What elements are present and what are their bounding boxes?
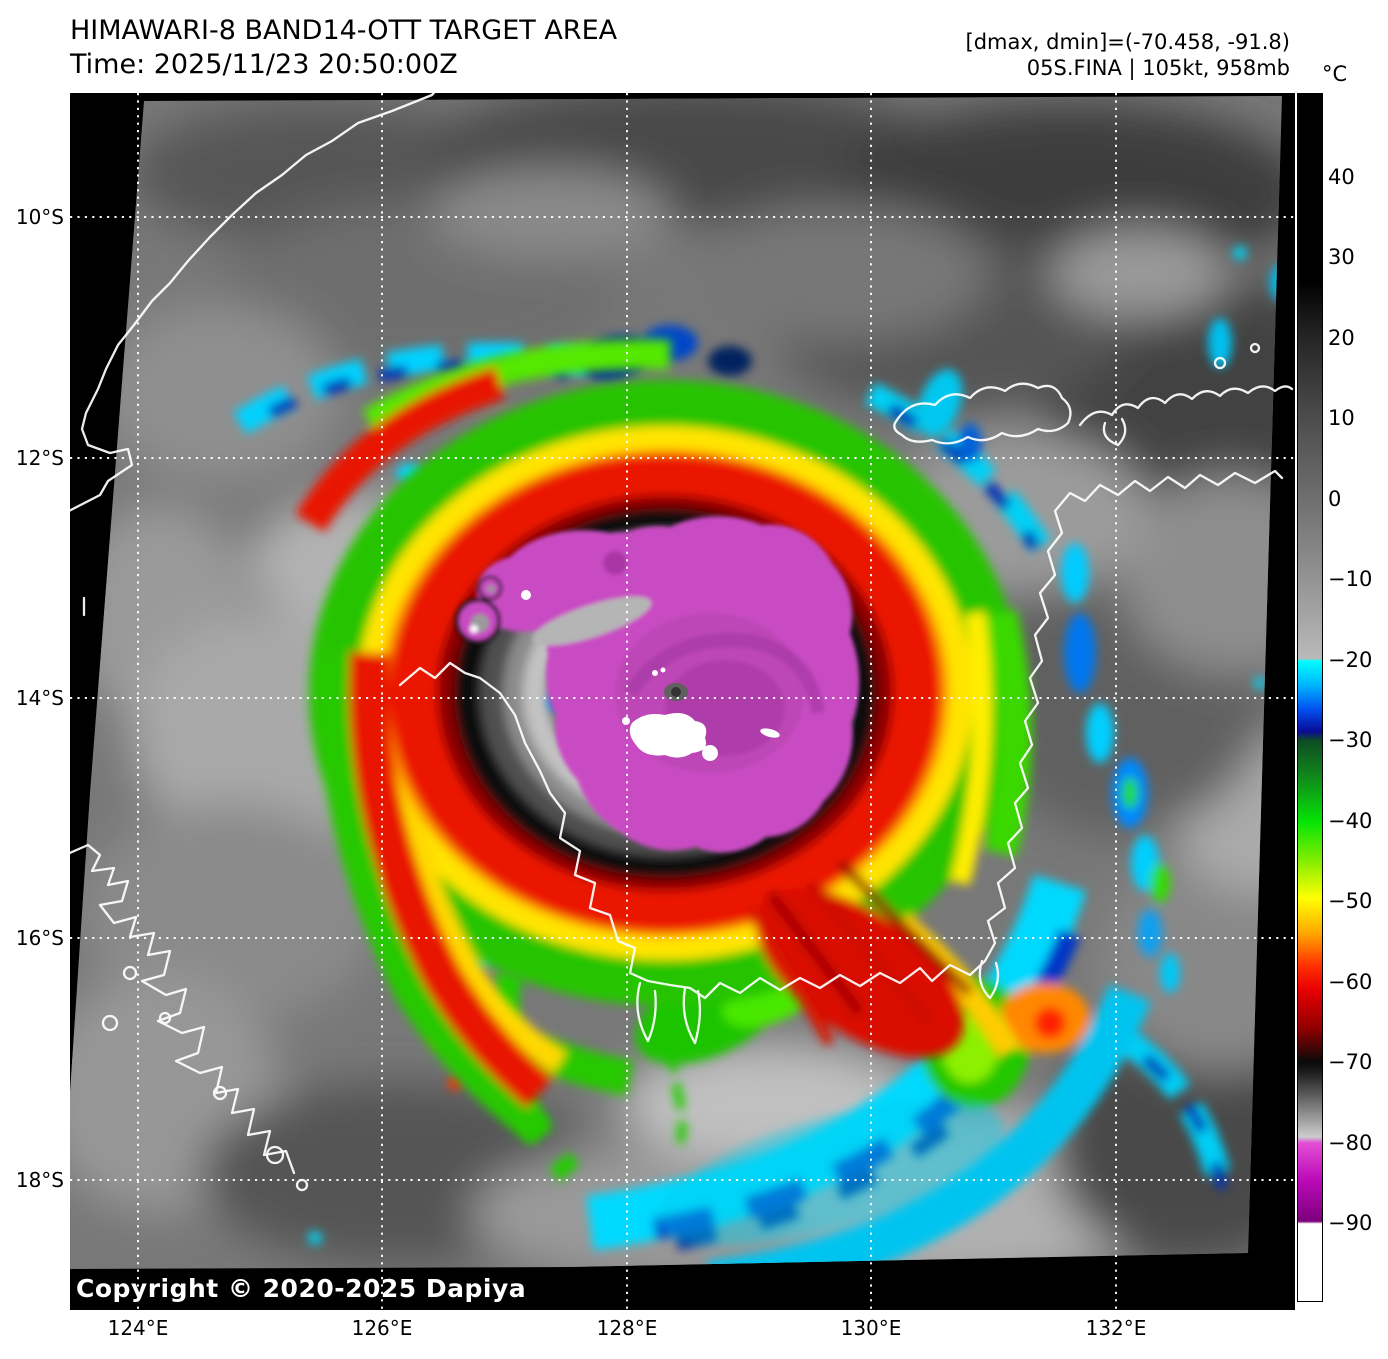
lon-tick-128e: 128°E bbox=[596, 1316, 658, 1340]
cb-tick-10: 10 bbox=[1328, 406, 1355, 430]
lat-tick-16s: 16°S bbox=[15, 926, 64, 950]
dmax-dmin-annotation: [dmax, dmin]=(-70.458, -91.8) bbox=[965, 30, 1290, 54]
lat-tick-18s: 18°S bbox=[15, 1168, 64, 1192]
cb-tick-n30: −30 bbox=[1328, 728, 1373, 752]
cb-tick-n10: −10 bbox=[1328, 567, 1373, 591]
lon-tick-126e: 126°E bbox=[351, 1316, 413, 1340]
cb-tick-n60: −60 bbox=[1328, 970, 1373, 994]
cb-tick-n40: −40 bbox=[1328, 809, 1373, 833]
copyright-notice: Copyright © 2020-2025 Dapiya bbox=[76, 1274, 527, 1303]
valid-time: Time: 2025/11/23 20:50:00Z bbox=[70, 49, 458, 80]
cb-tick-n80: −80 bbox=[1328, 1131, 1373, 1155]
colorbar-gradient bbox=[1297, 93, 1323, 1302]
cb-tick-n90: −90 bbox=[1328, 1211, 1373, 1235]
cdo-nw-lobe bbox=[476, 530, 694, 632]
colorbar-unit-label: °C bbox=[1322, 62, 1348, 86]
satellite-map-plot: Copyright © 2020-2025 Dapiya bbox=[70, 93, 1295, 1310]
cold-dense-overcast bbox=[455, 516, 860, 853]
gridlines bbox=[70, 93, 1295, 1310]
lat-tick-12s: 12°S bbox=[15, 446, 64, 470]
tiwi-islands-coastline bbox=[893, 382, 1072, 445]
cb-tick-40: 40 bbox=[1328, 165, 1355, 189]
timor-coastline bbox=[70, 93, 436, 512]
satellite-swath bbox=[70, 96, 1282, 1269]
bonaparte-gulf-coastline bbox=[398, 469, 1284, 1000]
cb-tick-n20: −20 bbox=[1328, 648, 1373, 672]
coldest-white-tops bbox=[629, 713, 707, 758]
lon-tick-130e: 130°E bbox=[840, 1316, 902, 1340]
storm-intensity-annotation: 05S.FINA | 105kt, 958mb bbox=[1026, 56, 1290, 80]
arnhem-coastline bbox=[1078, 385, 1294, 427]
cb-tick-20: 20 bbox=[1328, 326, 1355, 350]
cb-tick-30: 30 bbox=[1328, 245, 1355, 269]
coastlines bbox=[70, 93, 1294, 1192]
lon-tick-132e: 132°E bbox=[1085, 1316, 1147, 1340]
lat-tick-10s: 10°S bbox=[15, 205, 64, 229]
cb-tick-n70: −70 bbox=[1328, 1050, 1373, 1074]
cb-tick-0: 0 bbox=[1328, 487, 1342, 511]
lon-tick-124e: 124°E bbox=[107, 1316, 169, 1340]
lat-tick-14s: 14°S bbox=[15, 686, 64, 710]
cb-tick-n50: −50 bbox=[1328, 889, 1373, 913]
kimberley-coastline bbox=[70, 843, 296, 1175]
satellite-image bbox=[70, 93, 1295, 1310]
page-title: HIMAWARI-8 BAND14-OTT TARGET AREA bbox=[70, 15, 618, 46]
